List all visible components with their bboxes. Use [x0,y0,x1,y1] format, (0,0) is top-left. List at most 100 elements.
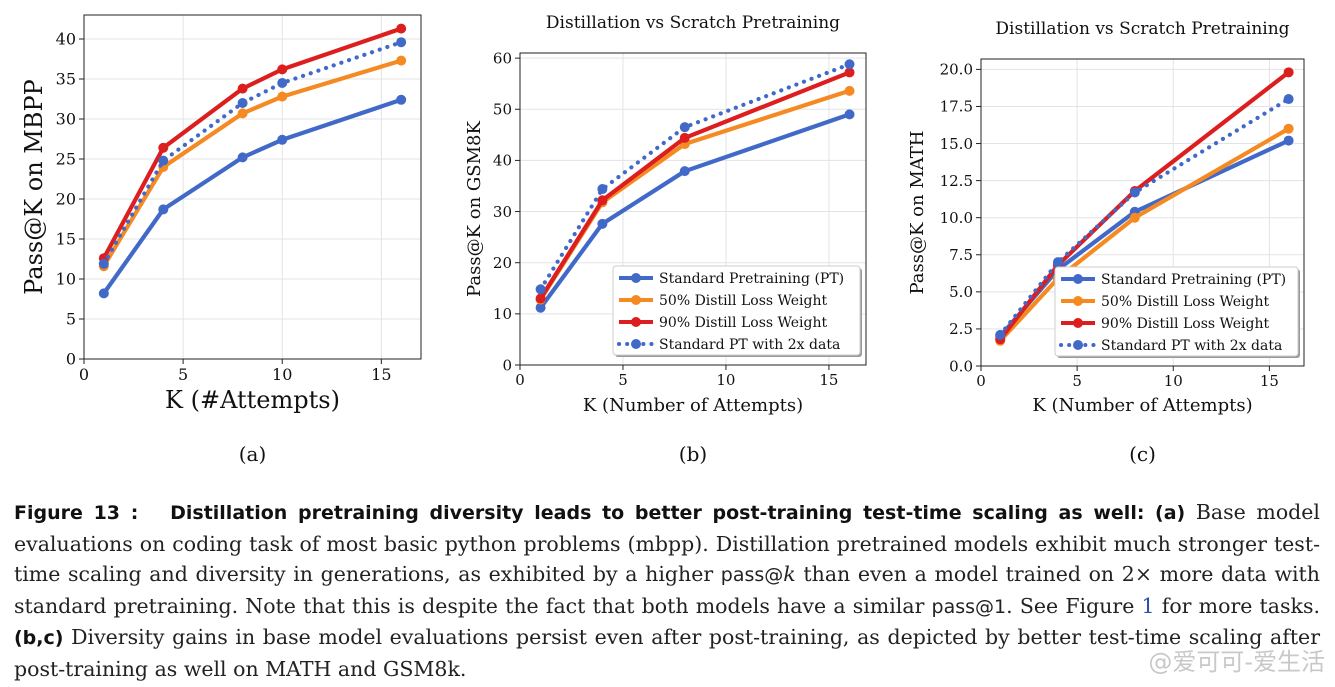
y-tick-label: 10 [56,270,76,289]
caption-figure-ref-link[interactable]: 1 [1141,593,1155,618]
x-tick-label: 0 [976,372,986,390]
y-tick-label: 35 [56,70,76,89]
panel-label: (a) [239,442,267,466]
data-point [535,302,546,313]
y-tick-label: 5.0 [949,283,973,301]
data-point [1283,94,1294,105]
legend-swatch-marker [631,317,641,327]
data-point [277,134,288,145]
plot-area [84,15,421,359]
data-point [396,55,407,66]
data-point [98,258,109,269]
series-line-3 [538,70,851,300]
x-tick-label: 0 [79,365,89,384]
series-line-1 [538,112,851,309]
data-point [1129,212,1140,223]
y-tick-label: 17.5 [940,98,973,116]
data-point [396,37,407,48]
data-point [1283,135,1294,146]
data-point [535,293,546,304]
x-tick-label: 0 [515,371,525,389]
data-point [1283,123,1294,134]
legend: Standard Pretraining (PT) 50% Distill Los… [612,265,862,357]
data-point [679,166,690,177]
plot-frame [83,14,422,360]
legend-entry: 50% Distill Loss Weight [1101,294,1269,310]
y-axis-label: Pass@K on GSM8K [464,121,485,297]
legend-entry: 90% Distill Loss Weight [1101,316,1269,332]
figure-panels: 0 5 10 15 0 5 10 15 20 25 30 35 40 K (#Attempts) Pass@… [20,13,1305,466]
data-point [844,67,855,78]
y-tick-label: 30 [56,110,76,129]
y-tick-label: 10 [493,305,512,323]
legend-swatch-marker [1073,274,1083,284]
x-tick-label: 10 [716,371,735,389]
data-point [277,91,288,102]
x-axis-label: K (Number of Attempts) [1032,395,1252,416]
data-point [277,64,288,75]
x-tick-label: 15 [819,371,838,389]
legend-entry: Standard Pretraining (PT) [1101,272,1286,288]
y-tick-label: 15.0 [940,135,973,153]
y-tick-label: 60 [493,49,512,67]
caption-pass1: pass@1 [931,595,1007,618]
legend-entry: 50% Distill Loss Weight [659,293,827,309]
x-tick-label: 10 [272,365,292,384]
figure-caption: Figure 13 : Distillation pretraining div… [14,497,1320,684]
y-tick-label: 0 [66,350,76,369]
x-axis-label: K (#Attempts) [165,386,340,414]
chart-panel-1: 0 5 10 15 0 5 10 15 20 25 30 35 40 K (#Attempts) Pass@… [20,14,422,466]
legend-swatch-marker [1073,318,1083,328]
chart-panel-2: 0 5 10 15 0 10 20 30 40 50 60 K (Number of Attempts… [464,13,867,466]
legend-entry: Standard PT with 2x data [1101,338,1282,354]
caption-passk: pass@ [720,564,784,586]
x-tick-label: 15 [371,365,391,384]
data-point [679,132,690,143]
data-point [98,288,109,299]
legend-entry: Standard Pretraining (PT) [659,271,844,287]
data-point [277,78,288,88]
y-tick-label: 15 [56,230,76,249]
watermark: @爱可可-爱生活 [1148,648,1325,676]
legend-swatch-marker [631,295,641,305]
y-tick-label: 50 [493,101,512,119]
data-point [237,98,248,108]
data-point [535,284,546,295]
data-point [237,83,248,94]
x-tick-label: 10 [1164,372,1183,390]
y-tick-label: 20 [493,254,512,272]
caption-part-a-text-4: for more tasks. [1154,593,1320,618]
data-point [597,184,608,195]
caption-part-a-text-2: than even a model trained on 2× more dat… [14,562,1320,618]
data-point [679,122,690,133]
data-point [1052,257,1063,268]
caption-headline: Distillation pretraining diversity leads… [170,502,1145,524]
x-tick-label: 5 [618,371,628,389]
y-tick-label: 40 [56,30,76,49]
caption-part-a-text-3: . See Figure [1006,593,1142,618]
y-tick-label: 12.5 [940,172,973,190]
legend: Standard Pretraining (PT) 50% Distill Los… [1054,266,1300,358]
legend-swatch-marker [1073,340,1083,350]
y-tick-label: 20.0 [940,61,973,79]
x-tick-label: 5 [178,365,188,384]
data-point [158,155,169,166]
caption-figure-label: Figure 13 : [14,502,139,524]
legend-entry: 90% Distill Loss Weight [659,315,827,331]
data-point [1283,67,1294,78]
data-point [158,142,169,153]
y-tick-label: 20 [56,190,76,209]
data-point [597,218,608,229]
caption-part-a-label: (a) [1155,502,1186,524]
legend-box [1054,266,1299,357]
legend-swatch-marker [631,273,641,283]
caption-part-a-text-1: Base model evaluations on coding task of… [14,500,1320,586]
data-point [237,108,248,119]
panel-label: (b) [679,442,707,466]
x-tick-label: 15 [1260,372,1279,390]
chart-panel-3: 0 5 10 15 0.0 2.5 5.0 7.5 10.0 12.5 15.0 17.5 20.0 K … [907,19,1305,466]
chart-title: Distillation vs Scratch Pretraining [546,13,840,33]
panel-label: (c) [1129,442,1156,466]
data-point [844,59,855,70]
legend-entry: Standard PT with 2x data [659,337,840,353]
